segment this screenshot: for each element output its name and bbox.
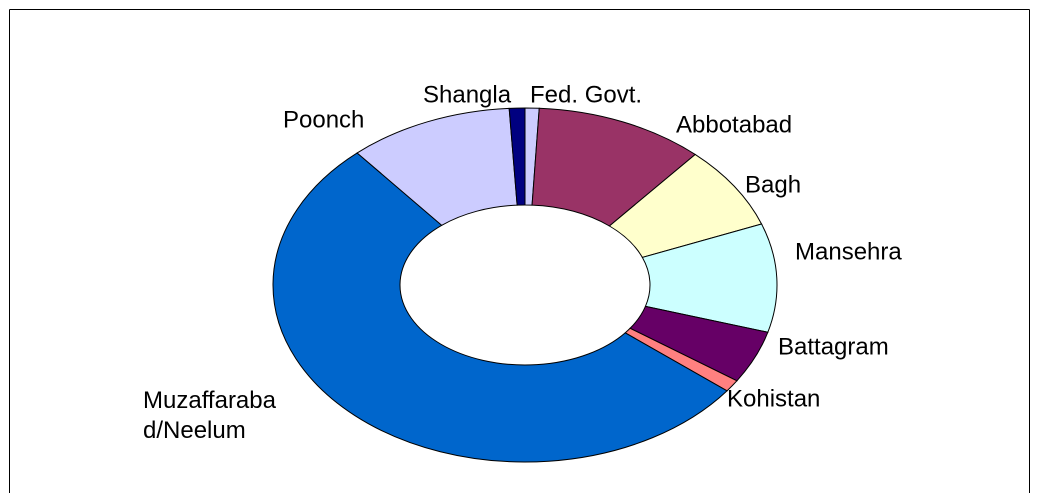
donut-slice (508, 107, 526, 206)
slice-label: Fed. Govt. (530, 81, 642, 108)
slice-label-box: Muzaffarabad/Neelum (143, 387, 276, 444)
slice-label: Bagh (745, 171, 801, 198)
slice-label: Mansehra (795, 238, 902, 265)
slice-label: Poonch (283, 106, 364, 133)
slice-label: Muzaffarabad/Neelum (143, 387, 276, 444)
donut-slice (272, 152, 728, 463)
slice-label: Kohistan (727, 385, 820, 412)
slice-label: Abbotabad (676, 111, 792, 138)
slice-label: Shangla (423, 81, 512, 108)
slice-label: Battagram (778, 333, 889, 360)
